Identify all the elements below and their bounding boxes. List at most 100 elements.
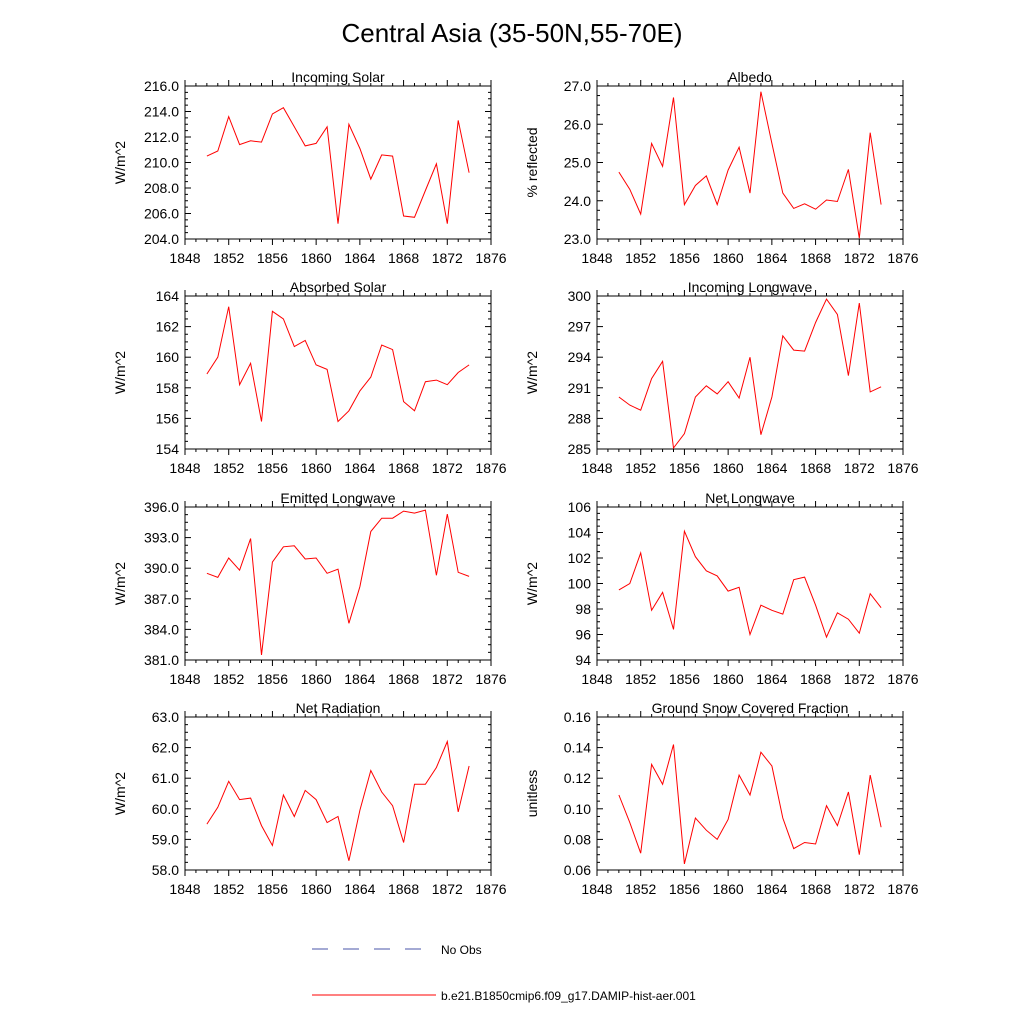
panel-title: Incoming Solar xyxy=(291,69,385,85)
y-axis-label: W/m^2 xyxy=(112,141,128,184)
y-tick-label: 23.0 xyxy=(564,231,591,247)
y-tick-label: 285 xyxy=(568,441,592,457)
y-tick-label: 63.0 xyxy=(152,709,179,725)
panel-title: Albedo xyxy=(728,69,772,85)
y-tick-label: 212.0 xyxy=(144,129,179,145)
x-tick-label: 1860 xyxy=(713,671,744,687)
y-axis-label: W/m^2 xyxy=(112,351,128,394)
y-tick-label: 381.0 xyxy=(144,652,179,668)
x-tick-label: 1864 xyxy=(756,460,787,476)
y-tick-label: 154 xyxy=(156,441,180,457)
plot-frame xyxy=(184,85,492,240)
panel-3: Incoming Longwave W/m^2 285 288 291 294 297 300… xyxy=(524,279,919,476)
y-tick-label: 297 xyxy=(568,319,592,335)
x-tick-label: 1856 xyxy=(669,881,700,897)
panel-7: Ground Snow Covered Fraction unitless 0.06… xyxy=(524,700,919,897)
x-tick-label: 1856 xyxy=(669,460,700,476)
series-line xyxy=(618,298,882,450)
y-tick-label: 0.06 xyxy=(564,862,591,878)
legend-label-no-obs: No Obs xyxy=(441,943,482,957)
legend-item-no-obs: No Obs xyxy=(312,943,482,957)
plot-frame xyxy=(184,716,492,871)
y-tick-label: 59.0 xyxy=(152,831,179,847)
series-line xyxy=(618,744,882,865)
x-tick-label: 1856 xyxy=(257,671,288,687)
x-tick-label: 1860 xyxy=(301,460,332,476)
x-tick-label: 1864 xyxy=(756,250,787,266)
panel-title: Incoming Longwave xyxy=(688,279,813,295)
y-axis-label: W/m^2 xyxy=(112,772,128,815)
x-tick-label: 1852 xyxy=(213,460,244,476)
y-tick-label: 0.12 xyxy=(564,770,591,786)
y-tick-label: 288 xyxy=(568,410,592,426)
x-tick-label: 1872 xyxy=(844,460,875,476)
y-tick-label: 206.0 xyxy=(144,206,179,222)
panels: Incoming Solar W/m^2 204.0 206.0 208.0 210.0 2… xyxy=(112,69,919,897)
x-tick-label: 1872 xyxy=(432,460,463,476)
y-tick-label: 390.0 xyxy=(144,560,179,576)
x-tick-label: 1860 xyxy=(713,460,744,476)
y-tick-label: 96 xyxy=(575,627,591,643)
x-tick-label: 1868 xyxy=(388,460,419,476)
x-tick-label: 1872 xyxy=(432,250,463,266)
x-tick-label: 1848 xyxy=(581,460,612,476)
x-tick-label: 1864 xyxy=(344,671,375,687)
y-axis-label: W/m^2 xyxy=(524,562,540,605)
x-tick-label: 1868 xyxy=(388,881,419,897)
x-tick-label: 1876 xyxy=(475,250,506,266)
y-tick-label: 396.0 xyxy=(144,499,179,515)
y-tick-label: 210.0 xyxy=(144,155,179,171)
y-tick-label: 98 xyxy=(575,601,591,617)
x-tick-label: 1856 xyxy=(257,250,288,266)
x-tick-label: 1876 xyxy=(475,671,506,687)
x-tick-label: 1860 xyxy=(301,881,332,897)
x-tick-label: 1876 xyxy=(887,671,918,687)
series-line xyxy=(618,529,882,639)
y-tick-label: 300 xyxy=(568,288,592,304)
y-tick-label: 384.0 xyxy=(144,621,179,637)
x-tick-label: 1860 xyxy=(301,250,332,266)
plot-frame xyxy=(596,85,904,240)
x-tick-label: 1872 xyxy=(432,671,463,687)
x-tick-label: 1876 xyxy=(887,881,918,897)
panel-6: Net Radiation W/m^2 58.0 59.0 60.0 61.0 62.0 63… xyxy=(112,700,507,897)
y-tick-label: 106 xyxy=(568,499,592,515)
y-tick-label: 26.0 xyxy=(564,116,591,132)
series-line xyxy=(206,306,470,423)
plot-frame xyxy=(596,506,904,661)
y-tick-label: 25.0 xyxy=(564,155,591,171)
y-tick-label: 208.0 xyxy=(144,180,179,196)
x-tick-label: 1868 xyxy=(800,460,831,476)
x-tick-label: 1852 xyxy=(625,671,656,687)
series-line xyxy=(206,739,470,861)
y-tick-label: 100 xyxy=(568,576,592,592)
x-tick-label: 1848 xyxy=(169,250,200,266)
x-tick-label: 1868 xyxy=(388,671,419,687)
y-tick-label: 291 xyxy=(568,380,592,396)
x-tick-label: 1856 xyxy=(669,671,700,687)
x-tick-label: 1852 xyxy=(625,250,656,266)
y-tick-label: 62.0 xyxy=(152,740,179,756)
x-tick-label: 1872 xyxy=(432,881,463,897)
y-tick-label: 158 xyxy=(156,380,180,396)
y-tick-label: 160 xyxy=(156,349,180,365)
y-tick-label: 0.16 xyxy=(564,709,591,725)
y-tick-label: 162 xyxy=(156,319,180,335)
panel-title: Net Longwave xyxy=(705,490,795,506)
y-tick-label: 58.0 xyxy=(152,862,179,878)
x-tick-label: 1860 xyxy=(713,881,744,897)
x-tick-label: 1864 xyxy=(344,460,375,476)
x-tick-label: 1876 xyxy=(887,460,918,476)
x-tick-label: 1852 xyxy=(625,881,656,897)
x-tick-label: 1872 xyxy=(844,671,875,687)
x-tick-label: 1848 xyxy=(581,250,612,266)
y-tick-label: 214.0 xyxy=(144,104,179,120)
x-tick-label: 1852 xyxy=(213,671,244,687)
y-tick-label: 0.10 xyxy=(564,801,591,817)
panel-4: Emitted Longwave W/m^2 381.0 384.0 387.0 390.… xyxy=(112,490,507,687)
series-line xyxy=(618,91,882,239)
legend-item-model: b.e21.B1850cmip6.f09_g17.DAMIP-hist-aer.… xyxy=(312,989,696,1003)
x-tick-label: 1848 xyxy=(581,671,612,687)
y-tick-label: 102 xyxy=(568,550,592,566)
